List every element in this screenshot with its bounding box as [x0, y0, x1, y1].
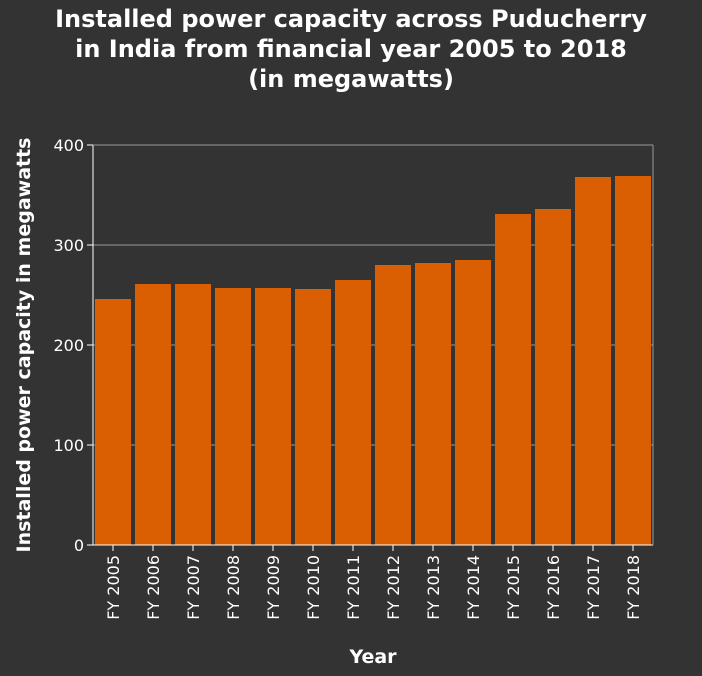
- y-tick-labels: 0 100 200 300 400: [53, 136, 84, 555]
- bar: [535, 209, 571, 545]
- bar: [615, 176, 651, 545]
- x-tick-label: FY 2014: [464, 555, 483, 620]
- x-tick-label: FY 2008: [224, 555, 243, 620]
- bar: [575, 177, 611, 545]
- bar: [335, 280, 371, 545]
- y-tick-label: 100: [53, 436, 84, 455]
- y-tick-label: 400: [53, 136, 84, 155]
- y-axis-title: Installed power capacity in megawatts: [13, 138, 35, 553]
- bar: [375, 265, 411, 545]
- x-tick-label: FY 2011: [344, 555, 363, 620]
- x-tick-label: FY 2016: [544, 555, 563, 620]
- chart-title-line-2: in India from financial year 2005 to 201…: [75, 35, 627, 63]
- bar: [455, 260, 491, 545]
- bar: [95, 299, 131, 545]
- x-tick-label: FY 2017: [584, 555, 603, 620]
- x-tick-label: FY 2010: [304, 555, 323, 620]
- y-tick-label: 300: [53, 236, 84, 255]
- chart-title-line-3: (in megawatts): [248, 65, 454, 93]
- x-tick-labels: FY 2005 FY 2006 FY 2007 FY 2008 FY 2009 FY 20…: [104, 555, 643, 620]
- chart-title: Installed power capacity across Puducher…: [0, 4, 702, 94]
- y-tick-label: 0: [74, 536, 84, 555]
- bar: [175, 284, 211, 545]
- x-tick-label: FY 2005: [104, 555, 123, 620]
- x-tick-label: FY 2018: [624, 555, 643, 620]
- x-tick-label: FY 2006: [144, 555, 163, 620]
- x-tick-label: FY 2009: [264, 555, 283, 620]
- x-tick-label: FY 2012: [384, 555, 403, 620]
- bar: [495, 214, 531, 545]
- x-tick-label: FY 2013: [424, 555, 443, 620]
- bars: [95, 176, 651, 545]
- bar: [295, 289, 331, 545]
- bar: [255, 288, 291, 545]
- bar: [135, 284, 171, 545]
- x-tick-label: FY 2007: [184, 555, 203, 620]
- axes: [87, 144, 654, 551]
- bar: [415, 263, 451, 545]
- bar: [215, 288, 251, 545]
- x-tick-label: FY 2015: [504, 555, 523, 620]
- x-axis-title: Year: [348, 646, 397, 668]
- y-tick-label: 200: [53, 336, 84, 355]
- chart-title-line-1: Installed power capacity across Puducher…: [55, 5, 647, 33]
